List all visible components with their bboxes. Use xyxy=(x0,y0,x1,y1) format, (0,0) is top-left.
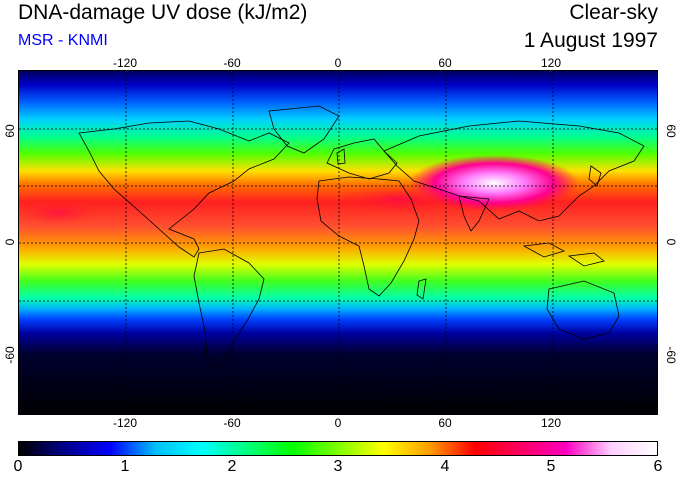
lon-tick-bottom-1: -120 xyxy=(112,416,138,430)
colorbar-label-2: 2 xyxy=(227,458,237,475)
lon-tick-top-1: -120 xyxy=(112,56,138,70)
uv-dose-map xyxy=(18,70,658,415)
lat-tick-right-3: -60 xyxy=(664,346,678,364)
lon-tick-top-2: -60 xyxy=(223,56,241,70)
lat-tick-left-2: 0 xyxy=(3,238,17,246)
lat-tick-left-3: -60 xyxy=(3,346,17,364)
source-label: MSR - KNMI xyxy=(18,32,108,49)
colorbar xyxy=(18,441,658,456)
colorbar-label-3: 3 xyxy=(333,458,343,475)
map-title: DNA-damage UV dose (kJ/m2) xyxy=(18,1,308,24)
colorbar-label-5: 5 xyxy=(546,458,556,475)
lat-tick-right-1: 60 xyxy=(664,124,678,138)
lon-tick-top-5: 120 xyxy=(540,56,562,70)
lon-tick-bottom-5: 120 xyxy=(540,416,562,430)
lon-tick-bottom-3: 0 xyxy=(334,416,342,430)
lat-tick-left-1: 60 xyxy=(3,124,17,138)
lon-tick-top-4: 60 xyxy=(438,56,452,70)
lon-tick-bottom-4: 60 xyxy=(438,416,452,430)
lon-tick-top-3: 0 xyxy=(334,56,342,70)
colorbar-label-0: 0 xyxy=(13,458,23,475)
date-label: 1 August 1997 xyxy=(523,29,658,52)
lon-tick-bottom-2: -60 xyxy=(223,416,241,430)
condition-label: Clear-sky xyxy=(569,1,658,24)
colorbar-label-4: 4 xyxy=(440,458,450,475)
colorbar-label-1: 1 xyxy=(120,458,130,475)
colorbar-label-6: 6 xyxy=(653,458,663,475)
lat-tick-right-2: 0 xyxy=(664,238,678,246)
